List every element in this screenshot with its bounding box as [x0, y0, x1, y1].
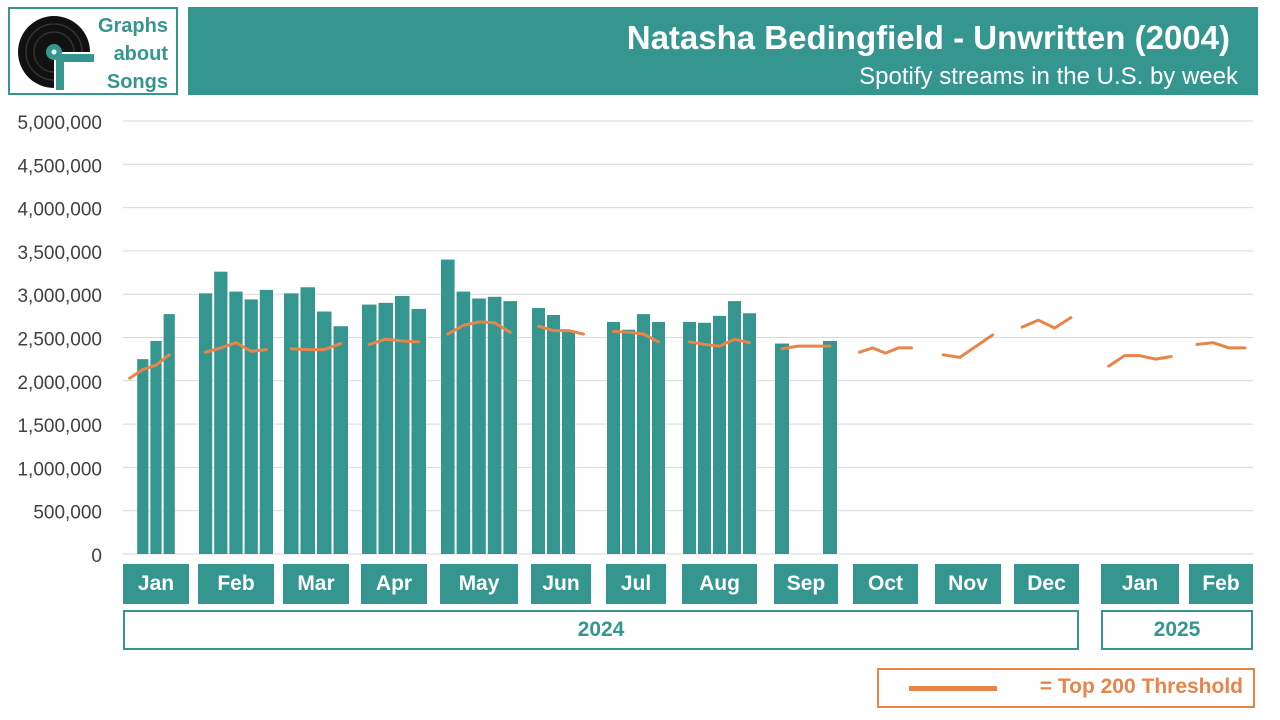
bar — [652, 321, 665, 554]
bar — [411, 308, 426, 554]
threshold-line — [537, 324, 585, 336]
bar — [333, 326, 348, 554]
year-label: 2025 — [1101, 610, 1253, 650]
bar — [214, 271, 228, 554]
bar — [472, 298, 486, 554]
month-label: Jan — [123, 564, 189, 604]
y-tick-label: 0 — [91, 546, 102, 567]
bar — [137, 359, 149, 554]
bar — [199, 293, 213, 554]
threshold-line — [941, 333, 995, 359]
logo-line-2: about — [113, 43, 168, 65]
bar — [487, 296, 502, 554]
threshold-line — [204, 341, 268, 354]
bar — [163, 314, 175, 554]
bar — [362, 304, 377, 554]
month-label: Jun — [531, 564, 591, 604]
bar — [622, 329, 635, 554]
logo-line-3: Songs — [106, 71, 168, 93]
legend-threshold-swatch — [909, 686, 997, 691]
threshold-line — [367, 337, 421, 346]
year-label: 2024 — [123, 610, 1079, 650]
legend: = Top 200 Threshold — [877, 668, 1255, 708]
bar — [683, 321, 696, 554]
bar — [456, 291, 471, 554]
threshold-line — [858, 346, 913, 355]
bar — [713, 315, 726, 554]
y-tick-label: 5,000,000 — [17, 113, 102, 134]
bar — [317, 311, 332, 554]
month-label: Jul — [606, 564, 666, 604]
y-tick-label: 1,000,000 — [17, 459, 102, 480]
threshold-line — [1195, 341, 1247, 350]
month-label: Nov — [935, 564, 1001, 604]
bar — [229, 291, 243, 554]
threshold-line — [128, 353, 171, 380]
chart-title: Natasha Bedingfield - Unwritten (2004) — [626, 19, 1230, 56]
month-label: Mar — [283, 564, 349, 604]
bar — [259, 289, 273, 554]
threshold-line — [446, 320, 512, 336]
logo-text: Graphs about Songs — [98, 12, 168, 96]
bar — [743, 313, 756, 554]
legend-threshold-label: = Top 200 Threshold — [1039, 675, 1243, 698]
bar — [728, 301, 741, 554]
month-label: May — [440, 564, 518, 604]
bar — [698, 322, 711, 554]
threshold-line — [780, 344, 832, 351]
month-label: Feb — [198, 564, 274, 604]
bar — [823, 340, 837, 554]
bar — [547, 314, 560, 554]
y-tick-label: 2,000,000 — [17, 373, 102, 394]
bar — [441, 259, 455, 554]
month-label: Oct — [853, 564, 918, 604]
bar — [503, 301, 517, 554]
y-tick-label: 1,500,000 — [17, 416, 102, 437]
month-label: Apr — [361, 564, 427, 604]
vinyl-record-icon — [18, 16, 94, 92]
bar — [395, 295, 410, 554]
y-tick-label: 500,000 — [33, 503, 102, 524]
bar — [562, 330, 575, 554]
header-banner: Natasha Bedingfield - Unwritten (2004) S… — [188, 7, 1258, 95]
y-tick-label: 4,500,000 — [17, 156, 102, 177]
bar — [244, 299, 258, 554]
y-tick-label: 4,000,000 — [17, 200, 102, 221]
bar — [775, 343, 789, 554]
month-label: Feb — [1189, 564, 1253, 604]
threshold-line — [612, 329, 660, 344]
y-tick-label: 3,500,000 — [17, 243, 102, 264]
bar — [300, 287, 315, 554]
threshold-line — [688, 337, 751, 348]
y-tick-label: 3,000,000 — [17, 286, 102, 307]
logo: Graphs about Songs — [8, 7, 178, 95]
bar — [532, 308, 545, 554]
threshold-line — [1020, 316, 1073, 330]
month-label: Aug — [682, 564, 757, 604]
bar — [607, 321, 620, 554]
bar — [637, 314, 650, 554]
chart-subtitle: Spotify streams in the U.S. by week — [859, 63, 1238, 90]
month-label: Jan — [1101, 564, 1179, 604]
threshold-line — [1107, 354, 1173, 368]
bar — [150, 340, 162, 554]
threshold-line — [289, 342, 343, 352]
month-label: Dec — [1014, 564, 1079, 604]
y-tick-label: 2,500,000 — [17, 330, 102, 351]
bar — [284, 293, 299, 554]
logo-line-1: Graphs — [97, 15, 168, 37]
bar — [378, 302, 393, 554]
month-label: Sep — [774, 564, 838, 604]
